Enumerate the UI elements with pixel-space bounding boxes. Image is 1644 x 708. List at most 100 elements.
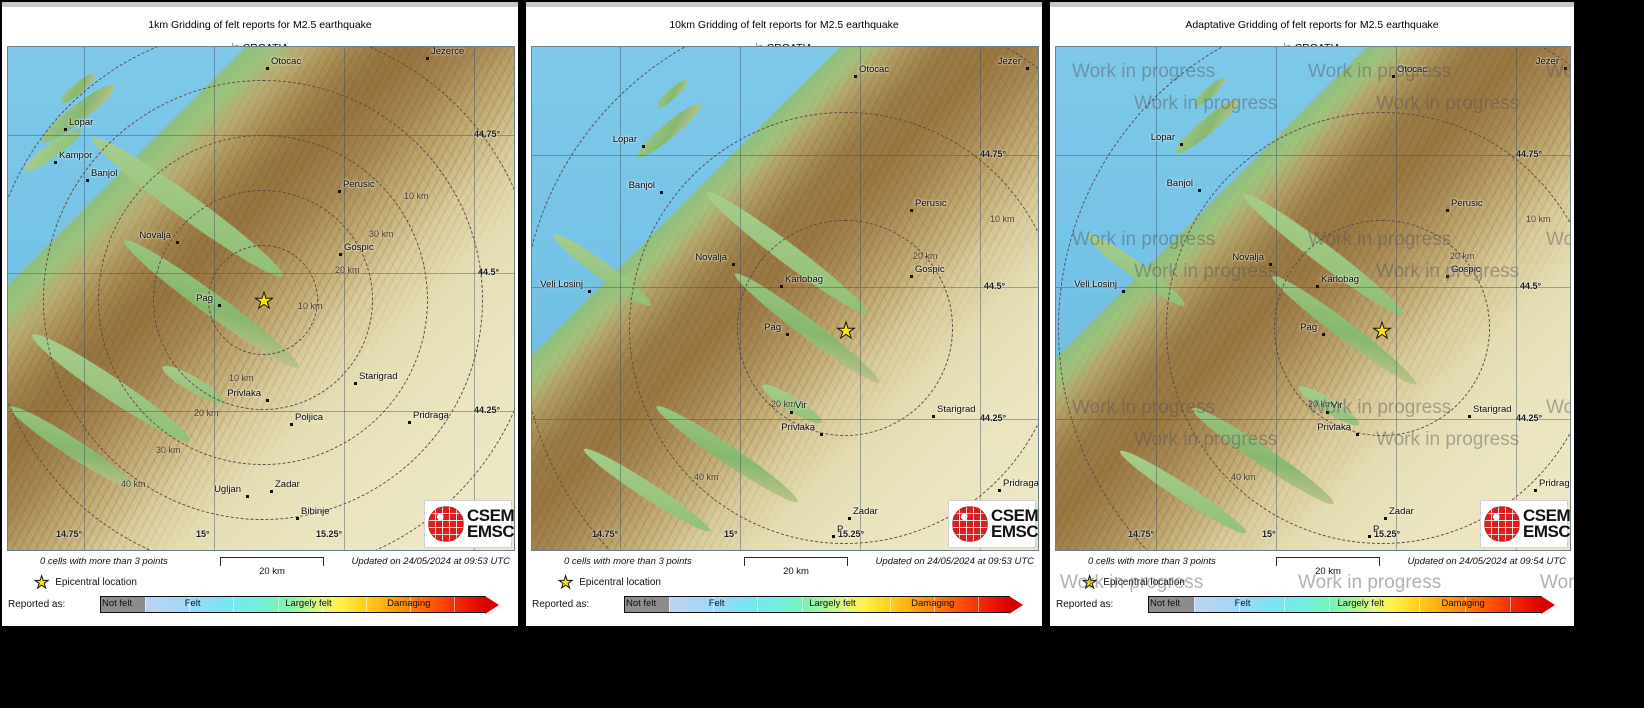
city-dot <box>354 382 357 385</box>
city-dot <box>1322 333 1325 336</box>
lat-label-1: 44.75° <box>1516 149 1543 159</box>
map-canvas[interactable]: 14.75° 15° 15.25° 15.5° 44.75° 44.5° 44.… <box>1055 46 1571 551</box>
city-label: P <box>1373 524 1380 535</box>
scale-bar <box>744 557 848 566</box>
city-dot <box>54 161 57 164</box>
scale-bar-label: 20 km <box>783 566 809 577</box>
city-dot <box>338 190 341 193</box>
epicentral-legend: ★ Epicentral location <box>557 574 661 592</box>
ring-label-20km-a: 20 km <box>335 265 360 275</box>
lat-label-2: 44.5° <box>1520 281 1542 291</box>
map-canvas[interactable]: 14.75° 15° 15.25° 15.5° 44.75° 44.5° 44.… <box>7 46 515 551</box>
lon-label-1: 14.75° <box>1128 529 1155 539</box>
ring-label-30km-a: 30 km <box>369 229 394 239</box>
logo-line-emsc: EMSC <box>467 522 515 541</box>
csem-emsc-logo: CSEM EMSC <box>424 500 515 548</box>
ring-label-40km: 40 km <box>694 472 719 482</box>
colorbar-label-damaging: Damaging <box>911 598 955 609</box>
ring-label-20km-b: 20 km <box>771 399 796 409</box>
city-dot <box>848 517 851 520</box>
intensity-colorbar[interactable]: Not felt Felt Largely felt Damaging <box>624 596 1024 614</box>
city-dot <box>1316 285 1319 288</box>
city-dot <box>290 423 293 426</box>
lon-label-2: 15° <box>1262 529 1276 539</box>
lat-label-3: 44.25° <box>980 413 1007 423</box>
city-label: Zadar <box>1389 506 1414 517</box>
city-label: P <box>837 524 844 535</box>
city-label: Lopar <box>69 117 94 128</box>
colorbar-label-not-felt: Not felt <box>1150 598 1181 609</box>
epicentral-legend-label: Epicentral location <box>55 577 137 588</box>
colorbar-ticks <box>625 597 1009 612</box>
city-label: Novalja <box>695 252 727 263</box>
intensity-colorbar[interactable]: Not felt Felt Largely felt Damaging <box>1148 596 1556 614</box>
city-label: Gospic <box>915 264 945 275</box>
city-dot <box>786 333 789 336</box>
footer-row-top: 0 cells with more than 3 points 20 km Up… <box>2 554 518 577</box>
map-panels-container: 1km Gridding of felt reports for M2.5 ea… <box>0 0 1576 628</box>
colorbar-label-largely-felt: Largely felt <box>809 598 856 609</box>
lon-label-3: 15.25° <box>1374 529 1401 539</box>
city-dot <box>1180 143 1183 146</box>
scale-bar-label: 20 km <box>1315 566 1341 577</box>
city-dot <box>1356 433 1359 436</box>
city-label: Karlobag <box>785 274 824 285</box>
city-dot <box>426 57 429 60</box>
reported-as-label: Reported as: <box>8 599 66 610</box>
city-dot <box>339 253 342 256</box>
lon-label-3: 15.25° <box>838 529 865 539</box>
reported-as-row: Reported as: Not felt Felt <box>2 596 518 616</box>
ring-label-10km-b: 10 km <box>298 301 323 311</box>
logo-line-csem: CSEM <box>1523 505 1571 525</box>
city-dot <box>660 191 663 194</box>
epicentral-legend: ★ Epicentral location <box>33 573 137 592</box>
city-label: Jezerce <box>431 46 465 57</box>
panel-1km-gridding[interactable]: 1km Gridding of felt reports for M2.5 ea… <box>0 0 520 628</box>
ring-label-10km-a: 10 km <box>404 191 429 201</box>
ring-label-40km: 40 km <box>1231 472 1256 482</box>
city-dot <box>1269 263 1272 266</box>
reported-as-label: Reported as: <box>532 599 590 610</box>
colorbar-label-largely-felt: Largely felt <box>285 598 332 609</box>
city-label: Starigrad <box>359 371 398 382</box>
city-label: Novalja <box>139 230 171 241</box>
panel-titlebar <box>1050 2 1574 7</box>
city-dot <box>932 415 935 418</box>
epicentral-legend-label: Epicentral location <box>579 577 661 588</box>
cells-note: 0 cells with more than 3 points <box>40 556 168 567</box>
star-icon: ★ <box>33 573 50 592</box>
intensity-colorbar[interactable]: Not felt Felt Largely felt Damaging <box>100 596 500 614</box>
panel-10km-gridding[interactable]: 10km Gridding of felt reports for M2.5 e… <box>524 0 1044 628</box>
city-label: Kampor <box>59 150 93 161</box>
lat-label-1: 44.75° <box>474 129 501 139</box>
city-label: Banjol <box>91 168 118 179</box>
colorbar-label-damaging: Damaging <box>387 598 431 609</box>
csem-emsc-logo: CSEM EMSC <box>1480 500 1571 548</box>
city-label: Jezer <box>997 56 1021 67</box>
epicentral-legend: ★ Epicentral location <box>1081 574 1184 592</box>
city-label: Privlaka <box>781 422 815 433</box>
ring-label-40km-b: 40 km <box>121 479 146 489</box>
city-label: Zadar <box>853 506 878 517</box>
lon-label-2: 15° <box>724 529 738 539</box>
city-dot <box>1198 189 1201 192</box>
panel-adaptative-gridding[interactable]: Adaptative Gridding of felt reports for … <box>1048 0 1576 628</box>
city-label: Lopar <box>1150 132 1175 143</box>
panel-title-line1: Adaptative Gridding of felt reports for … <box>1185 18 1439 31</box>
city-dot <box>588 290 591 293</box>
lon-label-1: 14.75° <box>56 529 83 539</box>
city-label: Novalja <box>1232 252 1264 263</box>
colorbar-gradient <box>1148 596 1555 614</box>
city-label: Pag <box>196 293 213 304</box>
ring-label-10km-c: 10 km <box>229 373 254 383</box>
city-label: Gospic <box>344 242 374 253</box>
colorbar-label-felt: Felt <box>184 598 201 609</box>
city-dot <box>910 209 913 212</box>
city-label: Lopar <box>612 134 637 145</box>
map-canvas[interactable]: 14.75° 15° 15.25° 15.5° 44.75° 44.5° 44.… <box>531 46 1039 551</box>
city-dot <box>1368 535 1371 538</box>
city-dot <box>218 304 221 307</box>
ring-label-10km: 10 km <box>990 214 1015 224</box>
city-dot <box>832 535 835 538</box>
colorbar-label-not-felt: Not felt <box>102 598 133 609</box>
